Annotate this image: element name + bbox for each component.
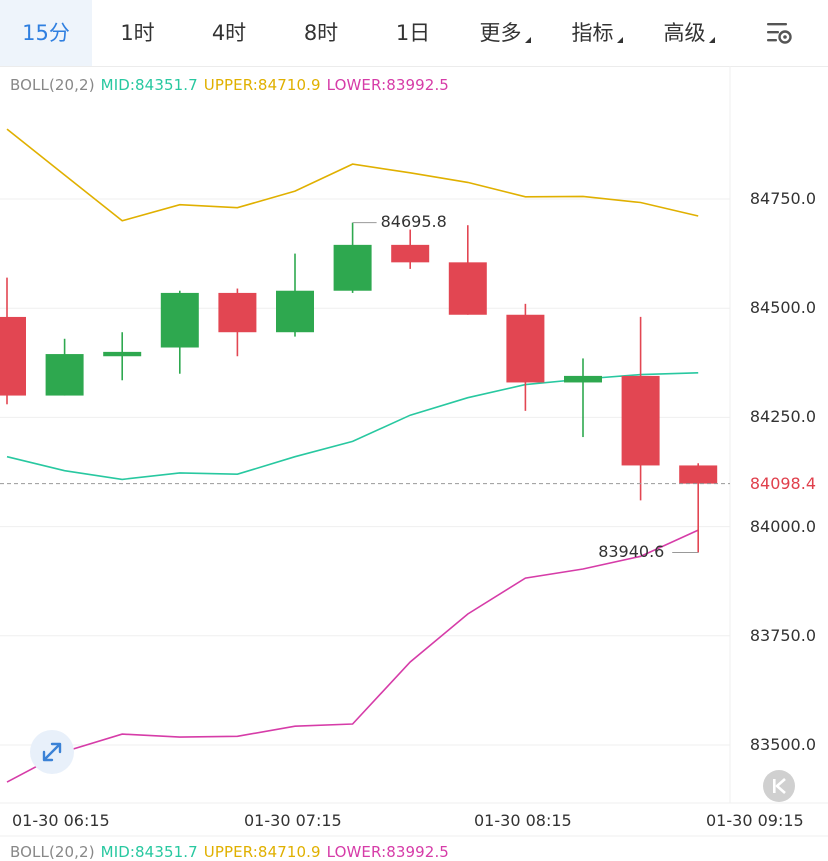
high-price-annotation: 84695.8 (380, 211, 447, 231)
tab-1[interactable]: 1时 (92, 0, 183, 66)
x-tick-label: 01-30 07:15 (244, 811, 342, 830)
tab-2[interactable]: 4时 (183, 0, 275, 66)
boll-legend-secondary-upper: UPPER:84710.9 (203, 843, 321, 861)
boll-lower-line (6, 529, 699, 783)
boll-legend-mid: MID:84351.7 (100, 76, 198, 94)
boll-legend-secondary-lower: LOWER:83992.5 (326, 843, 449, 861)
tab-label: 1日 (395, 21, 431, 45)
low-price-annotation: 83940.6 (598, 541, 665, 561)
boll-legend-secondary: BOLL(20,2) MID:84351.7 UPPER:84710.9 LOWER:… (10, 843, 455, 861)
candle-body (333, 244, 372, 291)
settings-gear-icon (767, 23, 792, 44)
candle-body (218, 292, 257, 333)
tab-6[interactable]: 指标 (551, 0, 643, 66)
y-tick-label: 83500.0 (749, 735, 816, 754)
tab-label: 高级 (663, 21, 706, 45)
dropdown-triangle-icon (524, 37, 531, 43)
x-tick-label: 01-30 09:15 (706, 811, 804, 830)
x-tick-label: 01-30 08:15 (474, 811, 572, 830)
current-price-label: 84098.4 (749, 473, 816, 493)
skip-to-end-icon (773, 778, 786, 794)
boll-legend-upper: UPPER:84710.9 (203, 76, 321, 94)
tab-3[interactable]: 8时 (275, 0, 367, 66)
dropdown-triangle-icon (708, 37, 715, 43)
expand-arrows-icon (42, 742, 62, 762)
candle-body (679, 465, 718, 484)
expand-chart-button[interactable] (30, 730, 74, 774)
candle-body (448, 262, 487, 315)
candle-body (103, 351, 142, 357)
candle-body (564, 375, 602, 383)
timeframe-tabs: 15分 1时 4时 8时 1日 更多 指标 高级 (0, 0, 828, 67)
tab-label: 指标 (571, 21, 614, 45)
tab-5[interactable]: 更多 (459, 0, 551, 66)
y-tick-label: 84500.0 (749, 298, 816, 318)
tab-0[interactable]: 15分 (0, 0, 92, 66)
tab-7[interactable]: 高级 (643, 0, 735, 66)
candle-body (506, 314, 545, 383)
y-tick-label: 83750.0 (749, 625, 816, 645)
boll-legend-secondary-name: BOLL(20,2) (10, 843, 95, 861)
boll-upper-line (6, 128, 699, 222)
boll-legend-name: BOLL(20,2) (10, 76, 95, 94)
tab-4[interactable]: 1日 (367, 0, 459, 66)
candle-body (391, 244, 430, 263)
tab-label: 更多 (479, 21, 522, 45)
candle-body (160, 292, 199, 348)
tab-label: 8时 (303, 21, 339, 45)
boll-legend: BOLL(20,2) MID:84351.7 UPPER:84710.9 LOWER:… (10, 76, 455, 94)
boll-legend-lower: LOWER:83992.5 (326, 76, 449, 94)
x-tick-label: 01-30 06:15 (12, 811, 110, 830)
scroll-to-latest-button[interactable] (763, 770, 795, 802)
y-tick-label: 84750.0 (749, 189, 816, 208)
tab-label: 4时 (211, 21, 247, 45)
candle-body (276, 290, 314, 333)
dropdown-triangle-icon (616, 37, 623, 43)
chart-settings-icon[interactable] (764, 18, 796, 48)
candle-body (621, 375, 660, 466)
y-tick-label: 84250.0 (749, 407, 816, 427)
boll-mid-line (6, 372, 699, 481)
y-tick-label: 84000.0 (749, 516, 816, 536)
candle-body (0, 316, 26, 396)
candle-body (45, 354, 84, 396)
tab-label: 15分 (22, 21, 70, 45)
tab-label: 1时 (120, 21, 155, 45)
boll-legend-secondary-mid: MID:84351.7 (100, 843, 198, 861)
